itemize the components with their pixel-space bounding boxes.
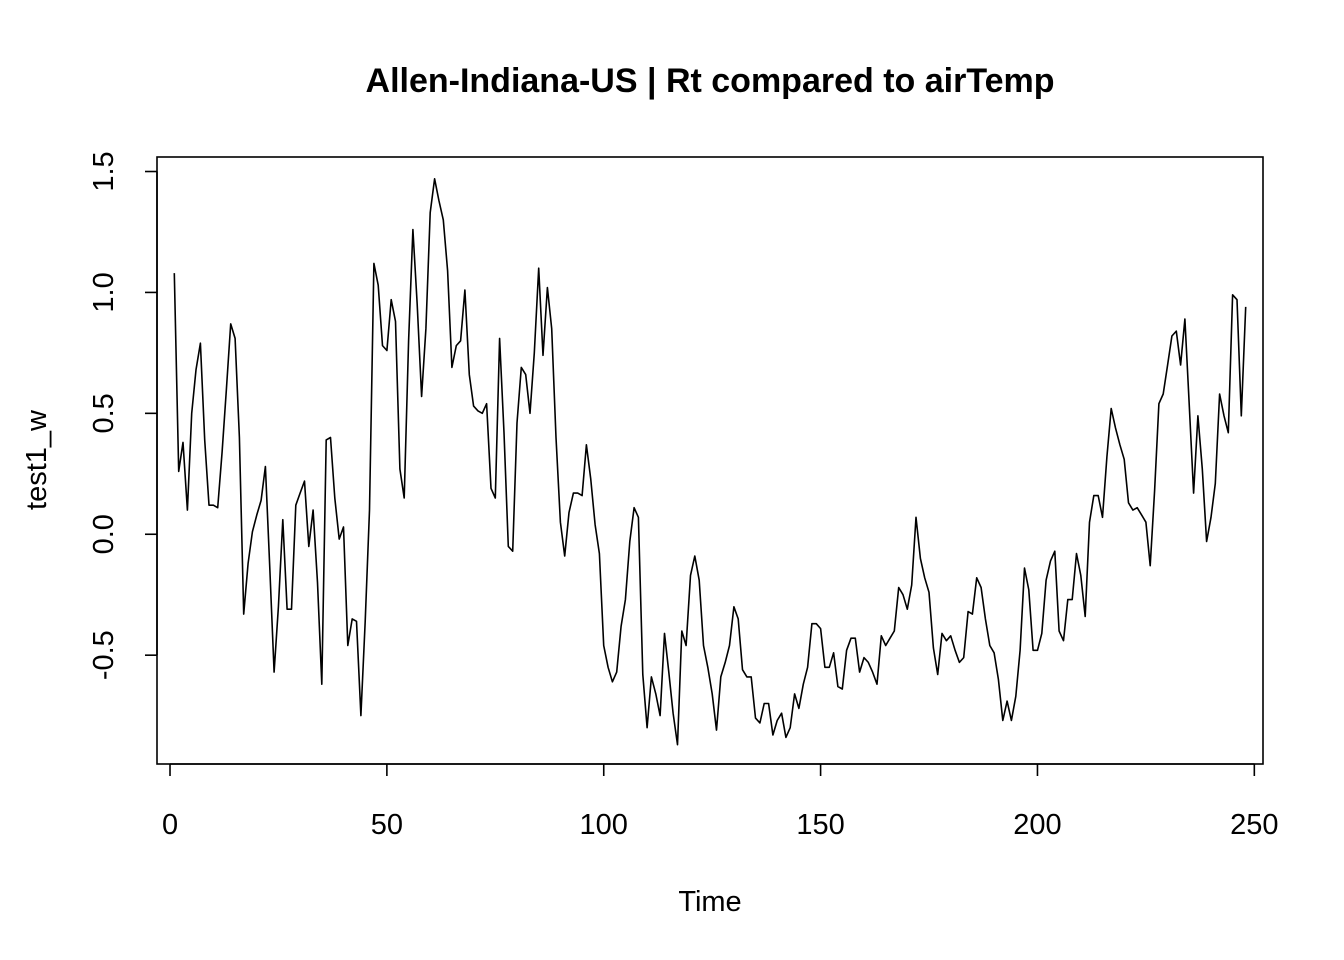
y-axis: -0.5 0.0 0.5 1.0 1.5 <box>88 151 158 680</box>
y-tick-label: 0.0 <box>88 514 120 554</box>
x-tick-label: 250 <box>1230 809 1278 841</box>
chart-title: Allen-Indiana-US | Rt compared to airTem… <box>366 62 1055 100</box>
x-tick-label: 200 <box>1013 809 1061 841</box>
y-tick-label: 1.0 <box>88 272 120 312</box>
x-tick-label: 150 <box>796 809 844 841</box>
y-axis-label: test1_w <box>21 409 53 510</box>
x-tick-label: 50 <box>371 809 403 841</box>
x-axis: 0 50 100 150 200 250 <box>162 763 1279 841</box>
y-tick-label: 0.5 <box>88 393 120 433</box>
x-tick-label: 100 <box>580 809 628 841</box>
y-tick-label: -0.5 <box>88 630 120 680</box>
x-axis-label: Time <box>678 886 741 918</box>
series-line <box>173 178 1247 746</box>
x-tick-label: 0 <box>162 809 178 841</box>
y-tick-label: 1.5 <box>88 151 120 191</box>
